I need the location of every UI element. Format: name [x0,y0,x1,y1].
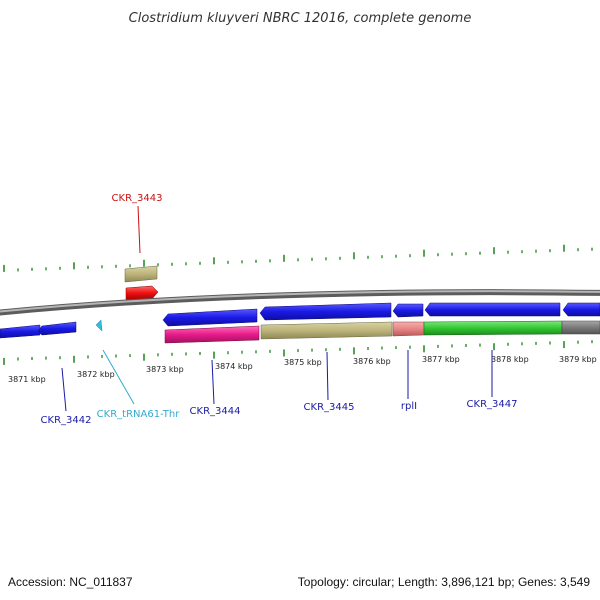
leader-ckr-3445 [326,351,329,401]
cog-ckr-3447-green[interactable] [423,320,563,336]
gene-label-ckr-3443[interactable]: CKR_3443 [112,193,163,204]
gene-rpli[interactable] [392,303,424,318]
kbp-label: 3876 kbp [353,357,391,366]
map-title: Clostridium kluyveri NBRC 12016, complet… [129,11,472,26]
gene-leader-lines [61,205,493,412]
genome-backbone [0,289,600,316]
gene-labels: CKR_3443 CKR_3442 CKR_tRNA61-Thr CKR_344… [41,193,518,426]
gene-label-ckr-3445[interactable]: CKR_3445 [304,402,355,413]
kbp-label: 3875 kbp [284,358,322,367]
kbp-label: 3874 kbp [215,362,253,371]
gene-ckr-3447[interactable] [424,302,561,317]
gene-ckr-3443-arrow[interactable] [125,285,159,301]
gene-ckr-3443-track-khaki[interactable] [124,265,158,283]
kbp-label: 3873 kbp [146,365,184,374]
leader-ckr-3444 [211,359,215,405]
kbp-label: 3871 kbp [8,375,46,384]
gene-ckr-3445[interactable] [259,302,392,321]
inner-tick-row [3,340,593,365]
kbp-label: 3877 kbp [422,355,460,364]
gene-label-rpli[interactable]: rplI [401,401,417,412]
kbp-scale: 3871 kbp 3872 kbp 3873 kbp 3874 kbp 3875… [8,355,597,384]
gene-label-ckr-3447[interactable]: CKR_3447 [467,399,518,410]
cog-rpli-salmon[interactable] [392,321,425,337]
outer-tick-row [3,244,593,272]
gene-next-forward[interactable] [562,302,600,317]
gene-label-ckr-3442[interactable]: CKR_3442 [41,415,92,426]
cog-ckr-3444-pink[interactable] [164,325,260,344]
gene-ckr-trna61-thr[interactable] [95,319,103,332]
leader-ckr-trna61-thr [102,349,135,405]
kbp-label: 3878 kbp [491,355,529,364]
gene-ckr-3444[interactable] [162,308,258,327]
accession-text: Accession: NC_011837 [8,575,133,589]
cog-ckr-3445-khaki[interactable] [260,321,393,340]
cog-next-gray[interactable] [561,320,600,335]
gene-label-ckr-trna61-thr[interactable]: CKR_tRNA61-Thr [97,409,181,420]
genome-backbone-highlight [0,290,600,313]
genome-summary-text: Topology: circular; Length: 3,896,121 bp… [298,575,591,589]
leader-ckr-3443 [137,205,141,254]
gene-ckr-3442-left[interactable] [0,324,41,339]
gene-label-ckr-3444[interactable]: CKR_3444 [190,406,241,417]
kbp-label: 3872 kbp [77,370,115,379]
leader-ckr-3442 [61,367,67,412]
gene-ckr-3442[interactable] [37,321,77,336]
kbp-label: 3879 kbp [559,355,597,364]
